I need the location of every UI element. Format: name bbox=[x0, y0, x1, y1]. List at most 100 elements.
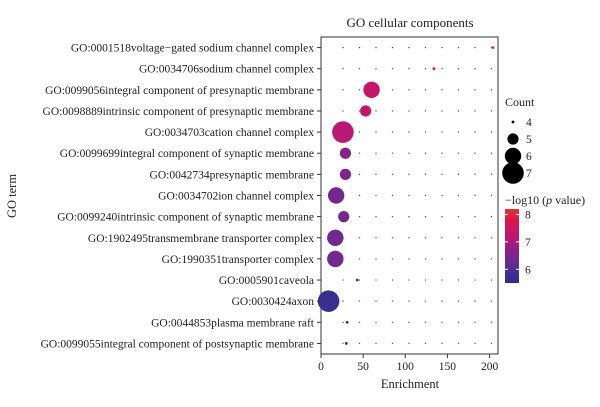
color-legend-title: −log10 (p value) bbox=[505, 193, 585, 207]
grid-dot bbox=[358, 237, 361, 239]
color-legend-label: 8 bbox=[525, 209, 531, 221]
x-tick-label: 200 bbox=[481, 361, 499, 373]
grid-dot bbox=[490, 258, 493, 260]
data-point bbox=[491, 46, 495, 49]
y-tick-label: GO:0099055integral component of postsyna… bbox=[41, 338, 314, 350]
grid-dot bbox=[408, 46, 410, 49]
data-point bbox=[344, 342, 348, 345]
data-point bbox=[317, 290, 340, 312]
data-point bbox=[360, 105, 372, 117]
color-legend-bar bbox=[505, 209, 519, 283]
size-legend-label: 4 bbox=[526, 117, 532, 129]
grid-dot bbox=[457, 131, 460, 133]
x-tick-label: 100 bbox=[397, 361, 415, 373]
size-legend-label: 6 bbox=[526, 151, 532, 163]
grid-dot bbox=[342, 46, 344, 49]
grid-dot bbox=[490, 342, 493, 345]
y-tick-label: GO:0099240intrinsic component of synapti… bbox=[57, 212, 314, 224]
grid-dot bbox=[424, 237, 427, 239]
grid-dot bbox=[408, 89, 410, 91]
grid-dot bbox=[441, 46, 443, 49]
y-tick-label: GO:0042734presynaptic membrane bbox=[150, 169, 314, 181]
color-legend-label: 7 bbox=[525, 237, 531, 249]
grid-dot bbox=[457, 279, 460, 281]
grid-dot bbox=[391, 131, 394, 133]
data-points bbox=[317, 46, 495, 345]
grid-dot bbox=[342, 300, 344, 302]
grid-dot bbox=[358, 173, 361, 176]
data-point bbox=[355, 278, 359, 282]
grid-dot bbox=[408, 194, 410, 197]
grid-dot bbox=[457, 68, 460, 70]
grid-dot bbox=[358, 68, 361, 70]
grid-dot bbox=[457, 89, 460, 91]
grid-dot bbox=[342, 342, 344, 345]
grid-dot bbox=[375, 152, 377, 154]
x-axis-ticks: 0 50 100 150 200 bbox=[318, 354, 498, 373]
grid-dot bbox=[408, 110, 410, 112]
grid-dot bbox=[391, 258, 394, 260]
grid-dot bbox=[424, 152, 427, 154]
grid-dot bbox=[375, 110, 377, 112]
grid-dot bbox=[358, 342, 361, 345]
grid-dot bbox=[358, 300, 361, 302]
grid-dot bbox=[391, 46, 394, 49]
grid-dot bbox=[375, 279, 377, 281]
grid-dot bbox=[474, 215, 476, 218]
grid-dot bbox=[457, 152, 460, 154]
grid-dot bbox=[424, 110, 427, 112]
y-tick-label: GO:1902495transmembrane transporter comp… bbox=[88, 233, 314, 245]
grid-dot bbox=[424, 89, 427, 91]
grid-dot bbox=[375, 173, 377, 176]
grid-dot bbox=[358, 194, 361, 197]
grid-dot bbox=[490, 173, 493, 176]
grid-dot bbox=[358, 46, 361, 49]
grid-dot bbox=[490, 152, 493, 154]
data-point bbox=[345, 320, 349, 324]
y-tick-label: GO:1990351transporter complex bbox=[162, 254, 315, 266]
grid-dot bbox=[490, 321, 493, 323]
grid-dot bbox=[408, 237, 410, 239]
grid-dot bbox=[358, 152, 361, 154]
grid-dot bbox=[490, 300, 493, 302]
grid-dot bbox=[441, 258, 443, 260]
y-tick-label: GO:0099056integral component of presynap… bbox=[45, 85, 314, 97]
grid-dot bbox=[490, 237, 493, 239]
size-legend-title: Count bbox=[505, 95, 535, 109]
grid-dot bbox=[391, 215, 394, 218]
grid-dot bbox=[441, 342, 443, 345]
y-axis-label: GO term bbox=[5, 174, 19, 218]
grid-dot bbox=[424, 46, 427, 49]
grid-dot bbox=[490, 110, 493, 112]
grid-dot bbox=[474, 46, 476, 49]
size-legend-marker bbox=[502, 162, 524, 184]
grid-dot bbox=[342, 279, 344, 281]
grid-dot bbox=[441, 89, 443, 91]
grid-dot bbox=[408, 258, 410, 260]
grid-dot bbox=[474, 89, 476, 91]
grid-dot bbox=[408, 173, 410, 176]
y-tick-label: GO:0034702ion channel complex bbox=[158, 191, 314, 203]
grid-dot bbox=[474, 300, 476, 302]
grid-dot bbox=[457, 46, 460, 49]
grid-dot bbox=[441, 68, 443, 70]
grid-dot bbox=[441, 279, 443, 281]
y-tick-label: GO:0001518voltage−gated sodium channel c… bbox=[71, 43, 314, 55]
grid-dot bbox=[408, 131, 410, 133]
chart-title: GO cellular components bbox=[346, 15, 473, 30]
grid-dot bbox=[375, 194, 377, 197]
grid-dot bbox=[391, 321, 394, 323]
grid-dot bbox=[391, 152, 394, 154]
y-axis-ticks: GO:0001518voltage−gated sodium channel c… bbox=[41, 43, 321, 350]
grid-dot bbox=[375, 131, 377, 133]
grid-dot bbox=[408, 342, 410, 345]
grid-dot bbox=[375, 68, 377, 70]
grid-dot bbox=[391, 110, 394, 112]
color-legend: −log10 (p value) 8 7 6 bbox=[505, 193, 585, 283]
grid-dot bbox=[424, 215, 427, 218]
data-point bbox=[339, 168, 352, 180]
grid-dot bbox=[375, 215, 377, 218]
grid-dot bbox=[375, 46, 377, 49]
grid-dot bbox=[408, 321, 410, 323]
data-point bbox=[332, 121, 354, 143]
